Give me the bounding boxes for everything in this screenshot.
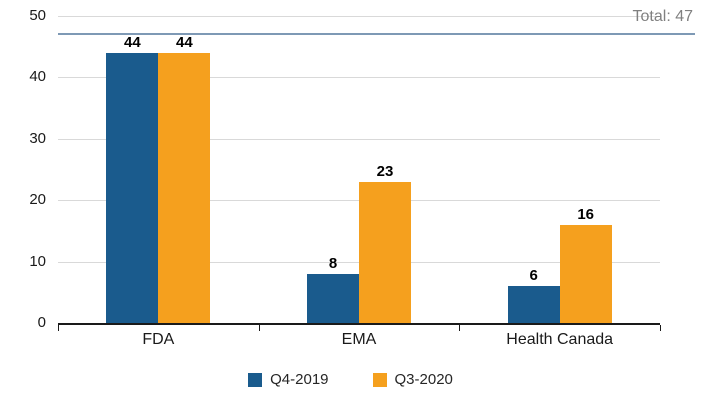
y-tick-label: 30 xyxy=(29,129,46,147)
gridline xyxy=(58,138,660,140)
bar-value-label: 23 xyxy=(376,162,394,180)
legend-item: Q3-2020 xyxy=(372,371,453,388)
y-tick-label: 50 xyxy=(29,7,46,24)
plot-area: 44 44 8 23 6 16 xyxy=(58,16,660,325)
x-axis-label: EMA xyxy=(341,331,377,348)
x-axis-tick xyxy=(660,325,661,331)
gridline xyxy=(58,16,660,17)
bar xyxy=(359,181,411,323)
legend-swatch xyxy=(372,372,387,387)
x-axis-tick xyxy=(459,325,461,331)
total-annotation: Total: 47 xyxy=(632,8,693,25)
bar-value-label: 8 xyxy=(328,254,338,272)
total-reference-line xyxy=(58,33,695,36)
bar-wrap: 6 xyxy=(507,16,560,323)
bar xyxy=(559,224,612,323)
y-tick-label: 0 xyxy=(37,314,46,331)
legend: Q4-2019 Q3-2020 xyxy=(0,371,701,388)
legend-label: Q4-2019 xyxy=(270,371,329,388)
bar-group: 8 23 xyxy=(259,16,460,323)
y-tick-label: 40 xyxy=(29,68,46,86)
bar xyxy=(158,52,211,323)
bar-groups: 44 44 8 23 6 16 xyxy=(58,16,660,323)
bar xyxy=(307,273,359,323)
bar-wrap: 44 xyxy=(158,16,211,323)
bar-wrap: 16 xyxy=(559,16,612,323)
bar xyxy=(507,286,560,323)
legend-item: Q4-2019 xyxy=(248,371,329,388)
x-axis-label: FDA xyxy=(142,331,175,348)
y-tick-label: 20 xyxy=(29,191,46,209)
bar-wrap: 8 xyxy=(307,16,359,323)
gridline xyxy=(58,77,660,79)
x-axis-tick xyxy=(58,325,59,331)
bar-value-label: 16 xyxy=(577,205,595,223)
bar-group: 6 16 xyxy=(459,16,660,323)
bar-value-label: 6 xyxy=(529,267,538,285)
x-axis-tick xyxy=(258,325,260,331)
x-axis-label: Health Canada xyxy=(506,331,614,348)
bar xyxy=(106,52,159,323)
legend-swatch xyxy=(248,372,263,387)
bar-group: 44 44 xyxy=(58,16,259,323)
bar-wrap: 23 xyxy=(359,16,411,323)
legend-label: Q3-2020 xyxy=(394,371,453,388)
x-axis-labels: FDA EMA Health Canada xyxy=(58,331,660,349)
bar-wrap: 44 xyxy=(106,16,159,323)
bar-value-label: 44 xyxy=(175,33,193,51)
y-tick-label: 10 xyxy=(29,252,46,270)
bar-value-label: 44 xyxy=(123,33,141,51)
